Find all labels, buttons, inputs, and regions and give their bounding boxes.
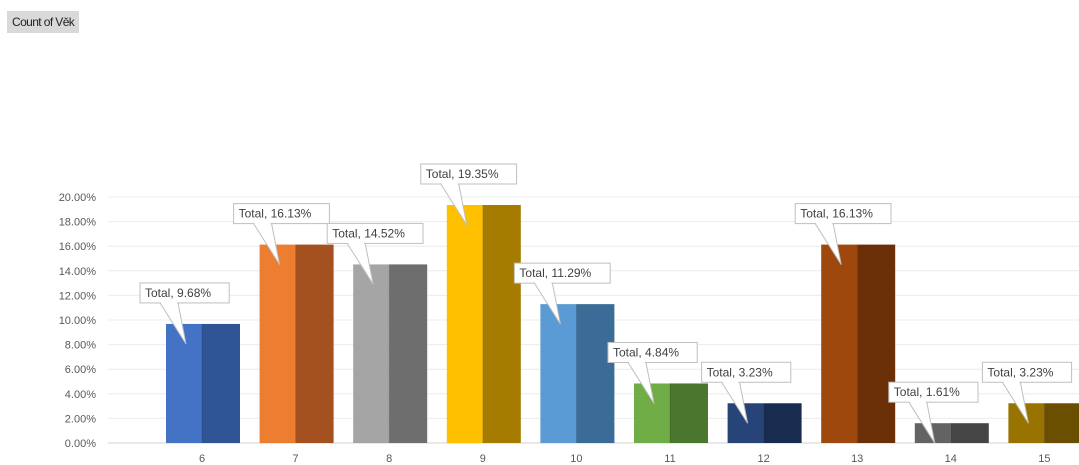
y-tick-label: 6.00% (65, 364, 96, 376)
data-label: Total, 4.84% (607, 341, 698, 404)
data-label: Total, 1.61% (888, 381, 979, 444)
data-label-box (607, 341, 698, 363)
x-tick-label: 9 (480, 453, 486, 465)
count-of-vek-field-button[interactable]: Count of Věk (7, 11, 80, 33)
y-tick-label: 0.00% (65, 438, 96, 450)
y-tick-label: 20.00% (59, 192, 97, 204)
y-tick-label: 12.00% (59, 290, 97, 302)
bar-front-6 (166, 323, 202, 443)
bar-front-13 (821, 244, 858, 443)
x-tick-label: 14 (945, 453, 957, 465)
data-label: Total, 16.13% (233, 203, 330, 265)
bar-side-13 (857, 244, 896, 443)
bar-side-9 (482, 204, 521, 443)
x-tick-label: 12 (757, 453, 769, 465)
bar-front-15 (1008, 403, 1045, 443)
data-label-text: Total, 19.35% (426, 167, 499, 181)
data-label-box (513, 262, 611, 284)
data-label-text: Total, 3.23% (707, 365, 773, 379)
data-label: Total, 11.29% (513, 262, 611, 325)
bar-front-7 (259, 244, 296, 443)
data-label: Total, 14.52% (326, 222, 424, 285)
data-label: Total, 3.23% (701, 361, 792, 424)
data-label-text: Total, 1.61% (894, 385, 960, 399)
y-tick-label: 4.00% (65, 389, 96, 401)
data-label-box (794, 203, 892, 225)
bar-side-8 (389, 264, 428, 443)
x-tick-label: 6 (199, 453, 205, 465)
data-label: Total, 9.68% (139, 282, 230, 345)
bar-front-8 (353, 264, 390, 443)
data-label-box (233, 203, 330, 225)
bar-side-7 (295, 244, 334, 443)
data-label-text: Total, 16.13% (800, 207, 873, 221)
y-tick-label: 10.00% (59, 315, 97, 327)
data-label-text: Total, 16.13% (239, 207, 312, 221)
data-label-box (888, 381, 979, 403)
data-label: Total, 19.35% (420, 163, 518, 226)
bar-front-12 (727, 403, 764, 443)
x-tick-label: 10 (570, 453, 582, 465)
data-label-text: Total, 3.23% (987, 365, 1053, 379)
data-label-text: Total, 9.68% (145, 286, 211, 300)
bar-side-6 (202, 323, 240, 443)
data-label-box (420, 163, 518, 185)
data-label-box (701, 361, 792, 383)
y-tick-label: 18.00% (59, 217, 97, 229)
bar-front-9 (446, 204, 483, 443)
bar-side-10 (576, 304, 615, 443)
x-tick-label: 8 (386, 453, 392, 465)
x-tick-label: 13 (851, 453, 863, 465)
y-tick-label: 2.00% (65, 413, 96, 425)
data-label-box (139, 282, 230, 304)
data-labels: Total, 9.68% Total, 16.13% Total, 14.52% To… (139, 163, 1073, 444)
bars (166, 204, 1079, 443)
bar-side-12 (763, 403, 802, 443)
data-label-box (326, 222, 424, 244)
data-label-box (981, 361, 1073, 383)
data-label: Total, 3.23% (981, 361, 1073, 424)
y-axis: 0.00% 2.00% 4.00% 6.00% 8.00% 10.00% 12.00% 14.… (59, 192, 97, 450)
data-label-text: Total, 14.52% (332, 226, 405, 240)
bar-side-15 (1044, 403, 1079, 443)
x-axis: 6 7 8 9 10 11 12 13 14 15 (199, 453, 1051, 465)
bar-front-10 (540, 304, 577, 443)
data-label-text: Total, 11.29% (519, 266, 591, 280)
x-tick-label: 15 (1038, 453, 1050, 465)
x-tick-label: 11 (664, 453, 675, 465)
x-tick-label: 7 (293, 453, 299, 465)
data-label: Total, 16.13% (794, 203, 892, 265)
bar-side-11 (670, 383, 708, 443)
data-label-text: Total, 4.84% (613, 345, 679, 359)
y-tick-label: 8.00% (65, 340, 96, 352)
y-tick-label: 16.00% (59, 241, 97, 253)
bar-side-14 (950, 423, 989, 443)
y-tick-label: 14.00% (59, 266, 97, 278)
